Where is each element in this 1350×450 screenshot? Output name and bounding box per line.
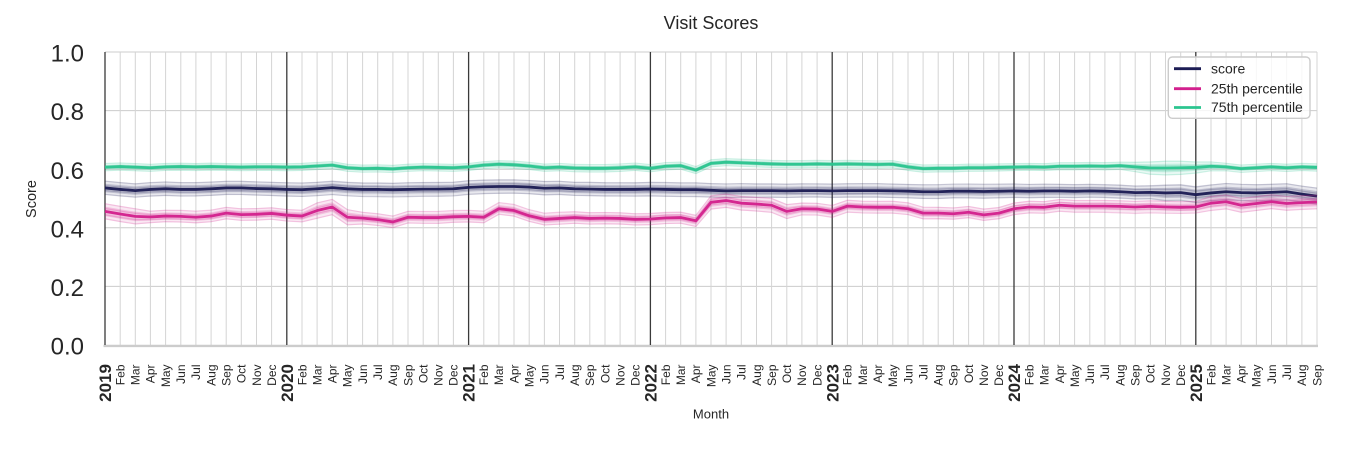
svg-text:Feb: Feb bbox=[1204, 364, 1218, 385]
svg-text:2021: 2021 bbox=[460, 364, 479, 402]
svg-text:May: May bbox=[523, 365, 537, 388]
svg-text:Apr: Apr bbox=[144, 365, 158, 384]
svg-text:Month: Month bbox=[693, 407, 729, 422]
svg-text:Jun: Jun bbox=[538, 365, 552, 384]
svg-text:Sep: Sep bbox=[583, 364, 597, 386]
svg-text:Aug: Aug bbox=[1113, 365, 1127, 386]
svg-text:2023: 2023 bbox=[823, 364, 842, 402]
svg-text:Oct: Oct bbox=[417, 364, 431, 383]
svg-text:Oct: Oct bbox=[780, 364, 794, 383]
svg-text:Apr: Apr bbox=[326, 365, 340, 384]
svg-text:Sep: Sep bbox=[765, 364, 779, 386]
svg-text:Jul: Jul bbox=[1280, 365, 1294, 380]
svg-text:Mar: Mar bbox=[674, 365, 688, 386]
svg-text:Nov: Nov bbox=[977, 365, 991, 386]
svg-text:0.6: 0.6 bbox=[51, 158, 84, 185]
svg-text:Apr: Apr bbox=[1053, 365, 1067, 384]
svg-text:Apr: Apr bbox=[689, 365, 703, 384]
svg-text:Jul: Jul bbox=[553, 365, 567, 380]
svg-text:Dec: Dec bbox=[1174, 365, 1188, 386]
svg-text:Nov: Nov bbox=[432, 365, 446, 386]
svg-text:Sep: Sep bbox=[1310, 364, 1324, 386]
svg-text:May: May bbox=[886, 365, 900, 388]
svg-text:Jun: Jun bbox=[174, 365, 188, 384]
svg-text:2024: 2024 bbox=[1005, 363, 1024, 401]
svg-text:Feb: Feb bbox=[477, 364, 491, 385]
svg-text:Jun: Jun bbox=[356, 365, 370, 384]
svg-text:Sep: Sep bbox=[401, 364, 415, 386]
svg-text:May: May bbox=[1250, 365, 1264, 388]
svg-text:2022: 2022 bbox=[642, 364, 661, 402]
svg-text:25th percentile: 25th percentile bbox=[1211, 80, 1303, 96]
svg-text:Mar: Mar bbox=[492, 365, 506, 386]
svg-text:75th percentile: 75th percentile bbox=[1211, 99, 1303, 115]
svg-text:Mar: Mar bbox=[310, 365, 324, 386]
svg-text:Jun: Jun bbox=[1265, 365, 1279, 384]
svg-text:Visit Scores: Visit Scores bbox=[664, 13, 759, 33]
svg-text:Oct: Oct bbox=[598, 364, 612, 383]
svg-text:Score: Score bbox=[24, 180, 40, 218]
svg-text:Aug: Aug bbox=[204, 365, 218, 386]
svg-text:Aug: Aug bbox=[1295, 365, 1309, 386]
svg-text:score: score bbox=[1211, 60, 1245, 76]
svg-text:Jul: Jul bbox=[916, 365, 930, 380]
svg-text:Nov: Nov bbox=[250, 365, 264, 386]
svg-text:Dec: Dec bbox=[265, 365, 279, 386]
svg-text:0.2: 0.2 bbox=[51, 275, 84, 302]
svg-text:Feb: Feb bbox=[1022, 364, 1036, 385]
svg-text:Aug: Aug bbox=[750, 365, 764, 386]
svg-text:0.4: 0.4 bbox=[51, 216, 84, 243]
svg-text:Dec: Dec bbox=[629, 365, 643, 386]
svg-text:Nov: Nov bbox=[795, 365, 809, 386]
svg-text:Dec: Dec bbox=[447, 365, 461, 386]
svg-text:Oct: Oct bbox=[235, 364, 249, 383]
svg-text:May: May bbox=[1068, 365, 1082, 388]
svg-text:May: May bbox=[341, 365, 355, 388]
svg-text:Oct: Oct bbox=[962, 364, 976, 383]
svg-text:Jun: Jun bbox=[1083, 365, 1097, 384]
svg-text:Feb: Feb bbox=[659, 364, 673, 385]
svg-text:May: May bbox=[704, 365, 718, 388]
svg-text:Jun: Jun bbox=[901, 365, 915, 384]
svg-text:Aug: Aug bbox=[932, 365, 946, 386]
svg-text:Dec: Dec bbox=[810, 365, 824, 386]
svg-text:Jul: Jul bbox=[189, 365, 203, 380]
svg-text:0.8: 0.8 bbox=[51, 99, 84, 126]
svg-text:Jun: Jun bbox=[719, 365, 733, 384]
svg-text:Nov: Nov bbox=[613, 365, 627, 386]
svg-text:0.0: 0.0 bbox=[51, 334, 84, 361]
svg-text:Apr: Apr bbox=[507, 365, 521, 384]
svg-text:2020: 2020 bbox=[278, 364, 297, 402]
svg-text:Apr: Apr bbox=[1235, 365, 1249, 384]
svg-text:Nov: Nov bbox=[1159, 365, 1173, 386]
svg-text:Sep: Sep bbox=[1129, 364, 1143, 386]
svg-text:Apr: Apr bbox=[871, 365, 885, 384]
svg-text:May: May bbox=[159, 365, 173, 388]
svg-text:Oct: Oct bbox=[1144, 364, 1158, 383]
svg-text:Feb: Feb bbox=[114, 364, 128, 385]
svg-text:Feb: Feb bbox=[841, 364, 855, 385]
svg-text:Sep: Sep bbox=[947, 364, 961, 386]
svg-text:Mar: Mar bbox=[1038, 365, 1052, 386]
svg-text:Jul: Jul bbox=[735, 365, 749, 380]
svg-text:Jul: Jul bbox=[1098, 365, 1112, 380]
svg-text:Mar: Mar bbox=[129, 365, 143, 386]
svg-text:Jul: Jul bbox=[371, 365, 385, 380]
svg-text:Aug: Aug bbox=[568, 365, 582, 386]
svg-text:Mar: Mar bbox=[856, 365, 870, 386]
svg-text:Aug: Aug bbox=[386, 365, 400, 386]
svg-text:Mar: Mar bbox=[1219, 365, 1233, 386]
svg-text:2019: 2019 bbox=[96, 364, 115, 402]
svg-text:2025: 2025 bbox=[1187, 364, 1206, 402]
svg-text:Sep: Sep bbox=[220, 364, 234, 386]
svg-text:Feb: Feb bbox=[295, 364, 309, 385]
svg-text:Dec: Dec bbox=[992, 365, 1006, 386]
svg-text:1.0: 1.0 bbox=[51, 41, 84, 68]
